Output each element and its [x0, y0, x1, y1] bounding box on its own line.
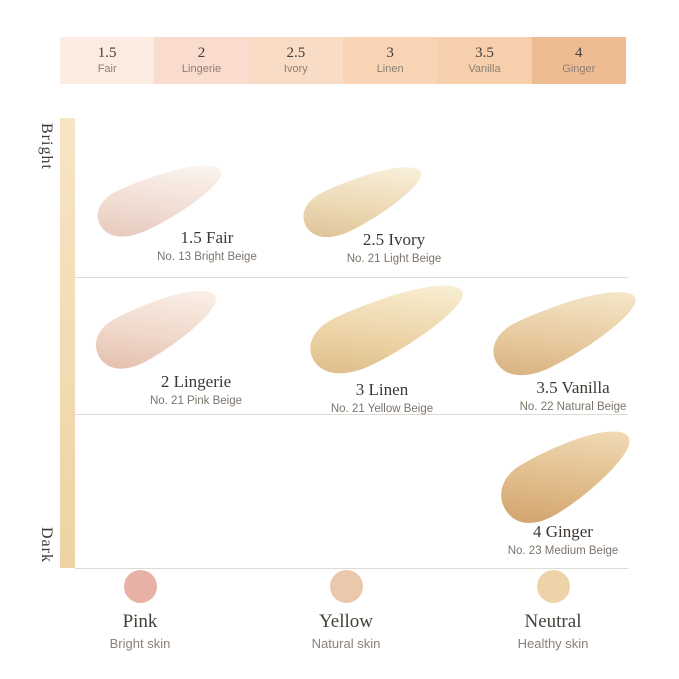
swatch-subtitle: No. 13 Bright Beige: [157, 251, 257, 263]
legend-subtitle: Natural skin: [311, 636, 381, 651]
scale-number: 2.5: [286, 45, 306, 61]
scale-segment-lingerie: 2 Lingerie: [154, 37, 249, 84]
scale-name: Fair: [97, 63, 117, 75]
scale-name: Vanilla: [468, 63, 501, 75]
scale-segment-vanilla: 3.5 Vanilla: [437, 37, 532, 84]
swatch-smear-ivory: [303, 167, 422, 238]
swatch-title: 2 Lingerie: [160, 372, 232, 391]
scale-name: Ivory: [283, 63, 308, 75]
swatch-subtitle: No. 21 Light Beige: [346, 253, 442, 265]
swatch-label-ivory: 2.5 Ivory No. 21 Light Beige: [319, 230, 469, 266]
legend-subtitle: Healthy skin: [517, 636, 589, 651]
scale-name: Ginger: [562, 63, 596, 75]
scale-number: 3.5: [475, 45, 494, 61]
swatch-smear-ginger: [501, 431, 630, 523]
swatch-subtitle: No. 22 Natural Beige: [519, 401, 627, 413]
legend-title: Yellow: [318, 611, 374, 632]
swatch-smear-linen: [310, 285, 463, 374]
shade-scale-bar: 1.5 Fair 2 Lingerie 2.5 Ivory 3 Linen 3.…: [60, 37, 626, 84]
swatch-label-fair: 1.5 Fair No. 13 Bright Beige: [132, 228, 282, 264]
scale-segment-linen: 3 Linen: [342, 37, 438, 84]
scale-number: 3: [386, 45, 394, 61]
legend-item-pink: Pink Bright skin: [70, 570, 210, 651]
scale-segment-ivory: 2.5 Ivory: [248, 37, 343, 84]
swatch-smear-fair: [97, 165, 222, 237]
axis-label-bright: Bright: [38, 123, 55, 170]
swatch-subtitle: No. 23 Medium Beige: [507, 545, 619, 557]
swatch-label-linen: 3 Linen No. 21 Yellow Beige: [307, 380, 457, 416]
row-divider: [75, 414, 628, 415]
swatch-title: 3.5 Vanilla: [536, 378, 610, 397]
scale-name: Linen: [376, 63, 404, 75]
scale-number: 2: [197, 45, 206, 61]
row-divider: [75, 277, 628, 278]
swatch-title: 3 Linen: [355, 380, 409, 399]
row-divider: [75, 568, 628, 569]
brightness-gradient-bar: [60, 118, 75, 568]
swatch-label-vanilla: 3.5 Vanilla No. 22 Natural Beige: [498, 378, 648, 414]
scale-segment-ginger: 4 Ginger: [531, 37, 626, 84]
undertone-dot-yellow: [329, 570, 363, 603]
legend-title: Pink: [122, 611, 158, 632]
scale-number: 4: [575, 45, 583, 61]
undertone-dot-neutral: [536, 570, 570, 603]
swatch-title: 1.5 Fair: [180, 228, 234, 247]
undertone-dot-pink: [123, 570, 157, 603]
scale-name: Lingerie: [181, 63, 222, 75]
swatch-title: 4 Ginger: [533, 522, 593, 541]
scale-number: 1.5: [97, 45, 117, 61]
swatch-label-lingerie: 2 Lingerie No. 21 Pink Beige: [121, 372, 271, 408]
legend-item-neutral: Neutral Healthy skin: [483, 570, 623, 651]
swatch-label-ginger: 4 Ginger No. 23 Medium Beige: [488, 522, 638, 558]
legend-item-yellow: Yellow Natural skin: [276, 570, 416, 651]
swatch-smear-lingerie: [95, 291, 217, 369]
swatch-subtitle: No. 21 Yellow Beige: [330, 403, 434, 415]
swatch-smear-vanilla: [493, 292, 636, 376]
legend-subtitle: Bright skin: [109, 636, 171, 651]
scale-segment-fair: 1.5 Fair: [60, 37, 155, 84]
swatch-subtitle: No. 21 Pink Beige: [149, 395, 243, 407]
axis-label-dark: Dark: [38, 527, 55, 563]
swatch-title: 2.5 Ivory: [362, 230, 426, 249]
legend-title: Neutral: [524, 611, 582, 632]
